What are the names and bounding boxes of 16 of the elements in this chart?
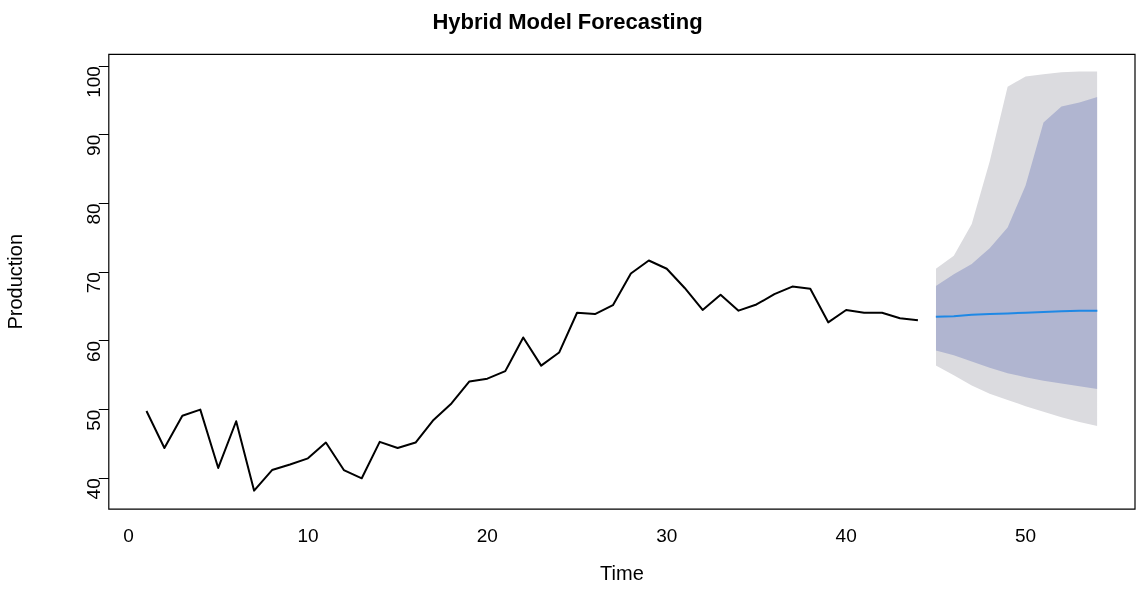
y-tick-label: 80 xyxy=(83,203,105,225)
y-tick-label: 90 xyxy=(83,134,105,156)
y-axis-title: Production xyxy=(3,233,26,330)
y-tick-label: 40 xyxy=(83,478,105,500)
y-tick-label: 60 xyxy=(83,340,105,363)
x-axis-title: Time xyxy=(600,561,644,584)
y-tick-label: 100 xyxy=(83,66,105,98)
x-tick-label: 0 xyxy=(123,524,134,546)
x-tick-label: 20 xyxy=(476,524,498,546)
x-tick-label: 10 xyxy=(297,524,319,546)
x-tick-label: 40 xyxy=(835,524,857,546)
x-tick-label: 50 xyxy=(1014,524,1037,546)
y-tick-label: 50 xyxy=(83,409,105,431)
x-tick-label: 30 xyxy=(656,524,678,546)
chart-title: Hybrid Model Forecasting xyxy=(432,9,703,35)
y-tick-label: 70 xyxy=(83,272,105,294)
